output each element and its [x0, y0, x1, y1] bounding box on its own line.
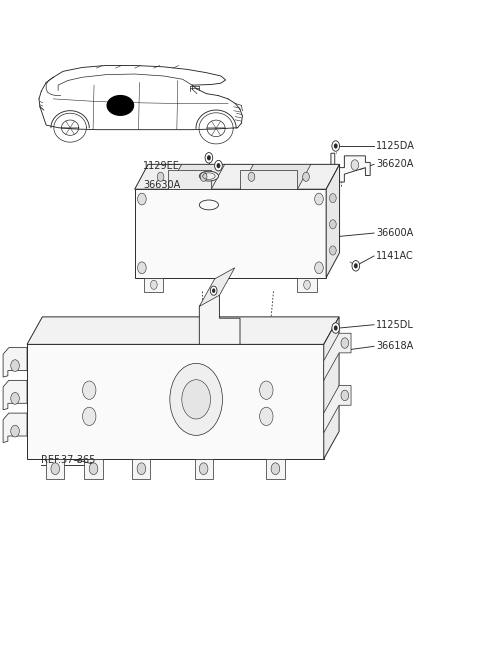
Circle shape — [199, 463, 208, 475]
Polygon shape — [324, 386, 351, 433]
Polygon shape — [135, 165, 339, 189]
Circle shape — [205, 153, 213, 163]
Circle shape — [11, 359, 19, 371]
Polygon shape — [144, 277, 163, 292]
Circle shape — [215, 161, 222, 171]
Circle shape — [200, 173, 207, 181]
Polygon shape — [135, 189, 326, 277]
Polygon shape — [324, 333, 351, 380]
Circle shape — [51, 463, 60, 475]
Polygon shape — [194, 459, 213, 479]
Polygon shape — [27, 317, 339, 344]
Circle shape — [83, 381, 96, 400]
Circle shape — [83, 407, 96, 426]
Circle shape — [329, 246, 336, 255]
Circle shape — [329, 194, 336, 203]
Circle shape — [304, 280, 311, 289]
Polygon shape — [168, 165, 225, 189]
Circle shape — [334, 325, 337, 331]
Circle shape — [352, 260, 360, 271]
Text: REF.37-365: REF.37-365 — [41, 455, 96, 465]
Text: 36618A: 36618A — [376, 341, 414, 352]
Polygon shape — [3, 380, 27, 410]
Circle shape — [248, 173, 255, 181]
Text: 1125DA: 1125DA — [376, 141, 415, 151]
Ellipse shape — [107, 96, 133, 115]
Circle shape — [138, 262, 146, 274]
Text: 36600A: 36600A — [376, 228, 414, 238]
Polygon shape — [199, 295, 240, 344]
Circle shape — [210, 286, 217, 295]
Polygon shape — [331, 154, 370, 182]
Circle shape — [271, 463, 280, 475]
Circle shape — [182, 380, 211, 419]
Polygon shape — [3, 348, 27, 377]
Circle shape — [170, 363, 223, 436]
Circle shape — [303, 173, 310, 181]
Circle shape — [332, 141, 339, 152]
Polygon shape — [27, 344, 324, 459]
Circle shape — [151, 280, 157, 289]
Text: 1141AC: 1141AC — [376, 251, 414, 261]
Text: 1129EE: 1129EE — [144, 161, 180, 171]
Circle shape — [207, 155, 211, 161]
Polygon shape — [3, 413, 27, 443]
Polygon shape — [46, 459, 64, 479]
Circle shape — [11, 392, 19, 404]
Ellipse shape — [199, 171, 218, 181]
Circle shape — [334, 144, 337, 149]
Circle shape — [212, 289, 216, 293]
Circle shape — [11, 425, 19, 437]
Circle shape — [315, 193, 323, 205]
Polygon shape — [240, 170, 298, 189]
Circle shape — [315, 262, 323, 274]
Circle shape — [216, 163, 220, 169]
Circle shape — [137, 463, 146, 475]
Polygon shape — [199, 268, 235, 306]
Circle shape — [341, 390, 348, 401]
Circle shape — [351, 160, 359, 171]
Circle shape — [260, 407, 273, 426]
Polygon shape — [132, 459, 151, 479]
Polygon shape — [240, 165, 311, 189]
Text: 1125DL: 1125DL — [376, 319, 414, 330]
Text: 36620A: 36620A — [376, 159, 414, 169]
Circle shape — [354, 263, 358, 268]
Circle shape — [89, 463, 98, 475]
Polygon shape — [298, 277, 317, 292]
Circle shape — [341, 338, 348, 348]
Circle shape — [157, 173, 164, 181]
Circle shape — [332, 323, 339, 333]
Circle shape — [329, 220, 336, 229]
Text: 36630A: 36630A — [143, 180, 180, 190]
Circle shape — [260, 381, 273, 400]
Polygon shape — [84, 459, 103, 479]
Polygon shape — [326, 165, 339, 277]
Polygon shape — [168, 170, 211, 189]
Polygon shape — [324, 317, 339, 459]
Circle shape — [138, 193, 146, 205]
Polygon shape — [266, 459, 285, 479]
